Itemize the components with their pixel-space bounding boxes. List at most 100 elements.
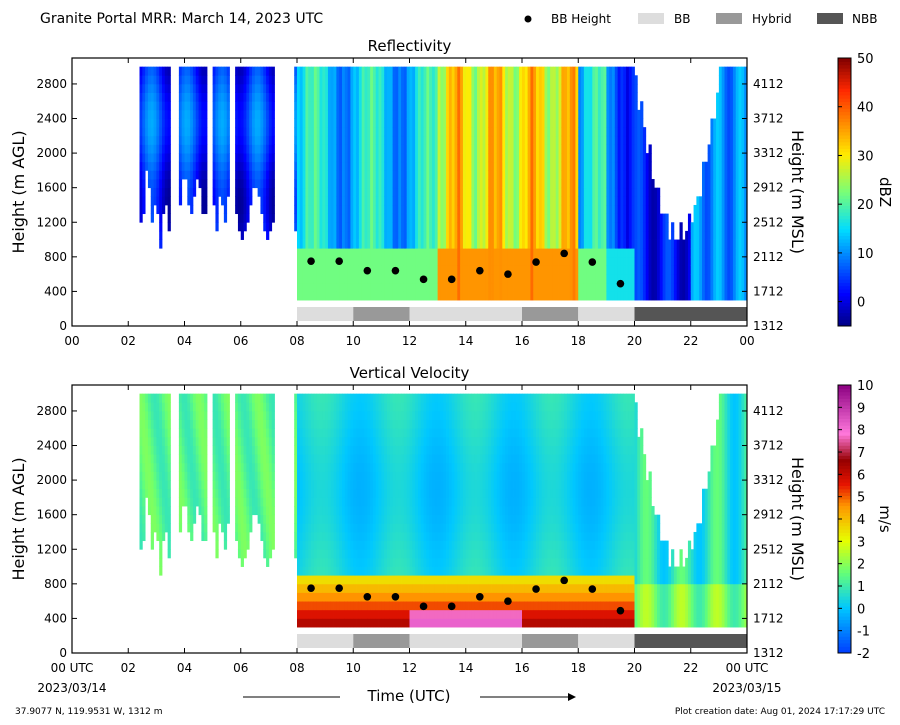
heatmap-cell [322,101,326,111]
heatmap-cell [552,196,557,206]
heatmap-cell [595,179,599,189]
heatmap-cell [192,101,197,111]
heatmap-cell [226,92,230,102]
heatmap-cell [491,282,495,292]
heatmap-cell [260,161,264,171]
heatmap-cell [308,222,312,232]
heatmap-cell [150,445,154,455]
heatmap-cell [564,83,568,93]
heatmap-cell [353,187,357,197]
heatmap-cell [600,222,604,232]
colorbar-segment [838,248,851,253]
heatmap-cell [620,92,624,102]
heatmap-cell [687,230,692,240]
heatmap-cell [358,161,363,171]
heatmap-cell [187,135,191,145]
heatmap-cell [536,101,540,111]
heatmap-cell [640,196,644,206]
heatmap-cell [738,256,742,266]
heatmap-cell [541,187,545,197]
heatmap-cell [735,265,739,275]
heatmap-cell [299,187,304,197]
heatmap-cell [541,101,545,111]
y-tick-label-right: 3312 [753,146,784,160]
heatmap-cell [356,196,360,206]
heatmap-cell [505,196,509,206]
y-tick-label: 400 [44,284,67,298]
heatmap-cell [150,153,154,163]
heatmap-cell [465,83,469,93]
heatmap-cell [569,239,574,249]
heatmap-cell [308,204,312,215]
heatmap-cell [648,213,652,223]
heatmap-cell [538,265,543,275]
colorbar-tick-label: 10 [857,247,874,262]
heatmap-cell [626,109,630,119]
heatmap-cell [147,109,152,119]
heatmap-cell [699,248,703,258]
heatmap-cell [744,291,748,301]
heatmap-cell [538,248,543,258]
colorbar-segment [838,141,851,146]
heatmap-cell [164,118,169,128]
heatmap-cell [505,265,509,275]
heatmap-cell [704,222,709,232]
heatmap-cell [564,135,568,145]
heatmap-cell [460,248,464,258]
heatmap-cell [454,144,458,154]
heatmap-cell [527,83,531,93]
heatmap-cell [325,248,329,258]
heatmap-cell [322,153,326,163]
heatmap-cell [426,265,430,275]
heatmap-cell [522,222,526,232]
heatmap-cell [364,66,368,76]
heatmap-cell [623,109,627,119]
heatmap-cell [564,153,568,163]
heatmap-cell [488,239,492,249]
heatmap-cell [569,75,574,85]
heatmap-cell [319,101,323,111]
heatmap-cell [465,179,469,189]
heatmap-cell [381,196,385,206]
heatmap-cell [448,66,453,76]
heatmap-cell [266,109,270,119]
heatmap-cell [178,135,183,145]
heatmap-cell [693,222,697,232]
colorbar-segment [838,121,851,126]
heatmap-cell [237,75,242,85]
heatmap-cell [316,161,320,171]
heatmap-cell [305,75,309,85]
heatmap-cell [657,187,661,197]
heatmap-cell [221,92,225,102]
x-tick-label: 22 [683,334,698,348]
heatmap-cell [516,161,520,171]
heatmap-cell [499,213,503,223]
heatmap-cell [550,239,554,249]
heatmap-cell [693,204,697,215]
heatmap-cell [600,109,604,119]
heatmap-cell [395,274,399,284]
heatmap-cell [522,127,526,137]
heatmap-cell [198,101,202,111]
heatmap-cell [454,222,458,232]
heatmap-cell [347,83,351,93]
heatmap-cell [139,75,143,85]
heatmap-cell [502,179,506,189]
colorbar-segment [838,104,851,109]
heatmap-cell [558,222,562,232]
heatmap-cell [732,75,737,85]
heatmap-cell [626,179,630,189]
heatmap-cell [741,222,745,232]
heatmap-cell [555,179,559,189]
heatmap-cell [530,83,534,93]
heatmap-cell [423,92,427,102]
heatmap-cell [586,83,590,93]
heatmap-cell [294,204,298,215]
heatmap-cell [536,153,540,163]
heatmap-cell [440,161,444,171]
heatmap-cell [716,282,720,292]
heatmap-cell [150,419,154,429]
heatmap-cell [423,179,427,189]
heatmap-cell [327,92,332,102]
heatmap-cell [311,101,315,111]
